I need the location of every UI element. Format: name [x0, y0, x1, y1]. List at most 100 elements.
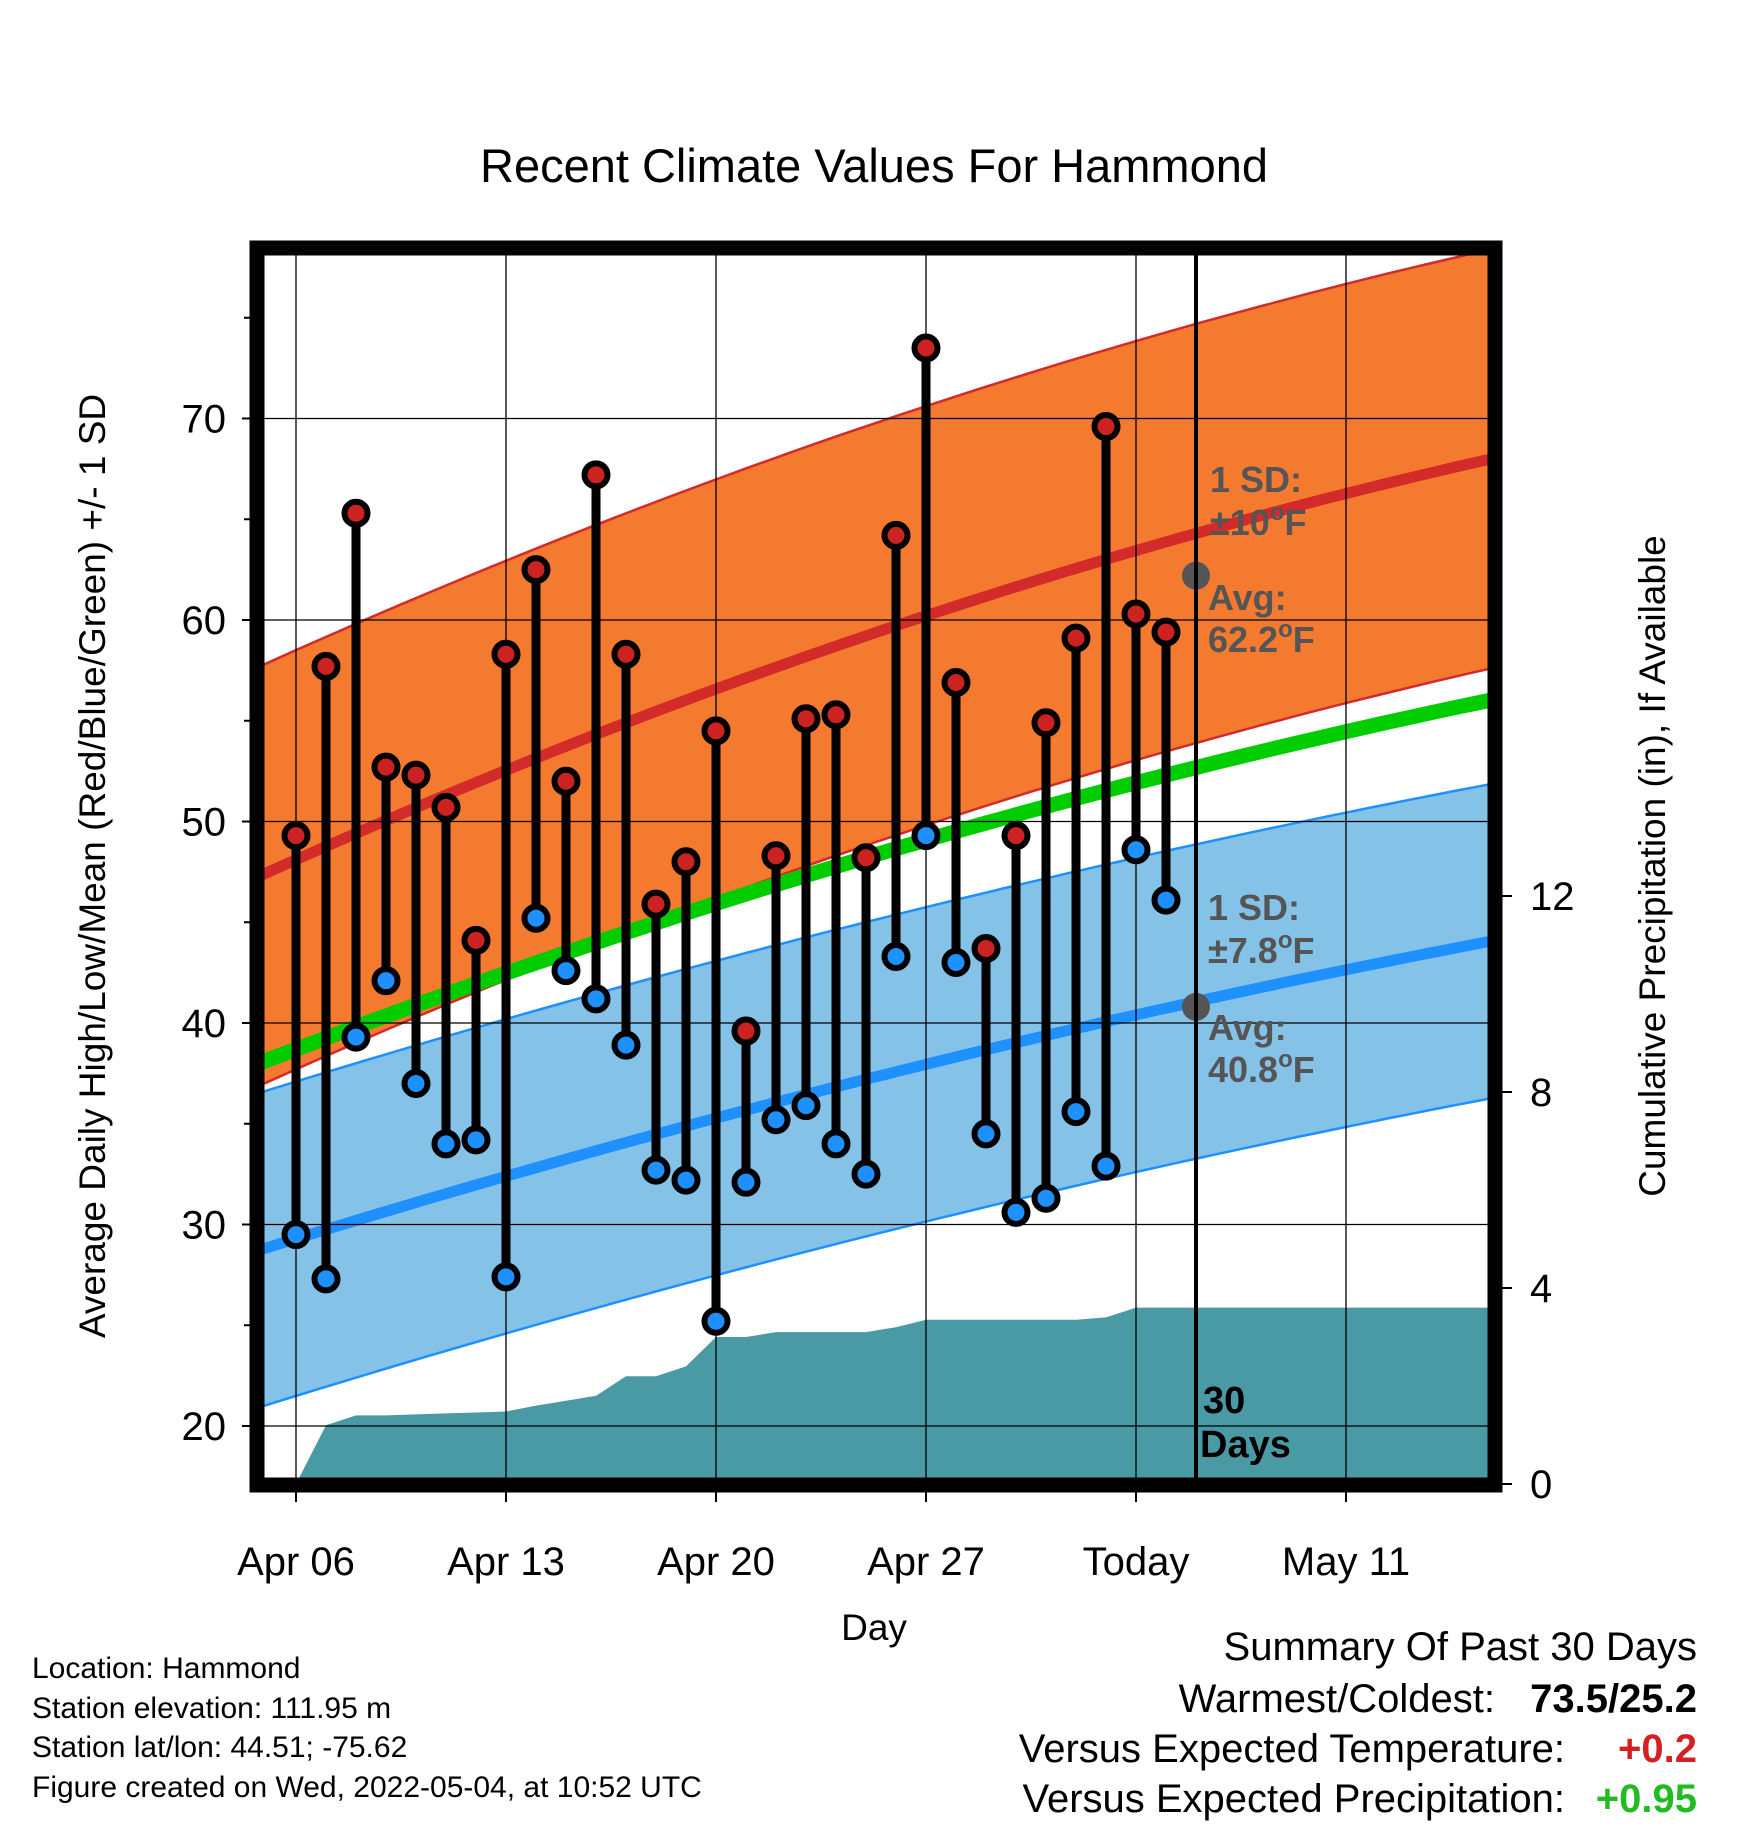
low-point — [881, 942, 911, 972]
low-point — [701, 1306, 731, 1336]
precip-anomaly-label: Versus Expected Precipitation: — [1022, 1777, 1565, 1821]
x-tick-label: Today — [1083, 1540, 1190, 1584]
y-tick-label: 20 — [182, 1405, 227, 1449]
low-point — [431, 1129, 461, 1159]
avg-low-line — [264, 936, 1488, 1255]
low-point — [491, 1262, 521, 1292]
high-point — [371, 752, 401, 782]
high-point — [521, 555, 551, 585]
plot-frame: 20 30 40 50 60 70 0 4 8 12 Apr 06 Apr 13 Apr 20 Apr 2… — [182, 240, 1575, 1584]
temp-anomaly-label: Versus Expected Temperature: — [1019, 1727, 1565, 1771]
high-point — [461, 925, 491, 955]
sd-low-label: 1 SD: — [1208, 887, 1300, 928]
low-sd-band — [264, 784, 1488, 1406]
low-point — [1091, 1151, 1121, 1181]
figure-created: Figure created on Wed, 2022-05-04, at 10… — [32, 1771, 702, 1804]
high-point — [431, 792, 461, 822]
avg-low-label: Avg: — [1208, 1007, 1287, 1048]
high-point — [791, 704, 821, 734]
high-point — [1001, 821, 1031, 851]
high-point — [971, 933, 1001, 963]
low-point — [281, 1220, 311, 1250]
x-tick-label: Apr 27 — [867, 1540, 985, 1584]
high-point — [581, 460, 611, 490]
high-point — [761, 841, 791, 871]
high-point — [341, 498, 371, 528]
high-point — [821, 700, 851, 730]
y-axis-label: Average Daily High/Low/Mean (Red/Blue/Gr… — [72, 394, 113, 1338]
low-point — [551, 956, 581, 986]
high-point — [911, 333, 941, 363]
days-label-number: 30 — [1203, 1380, 1245, 1422]
x-tick-label: Apr 06 — [237, 1540, 355, 1584]
high-point — [1031, 708, 1061, 738]
station-latlon: Station lat/lon: 44.51; -75.62 — [32, 1731, 407, 1764]
station-elevation: Station elevation: 111.95 m — [32, 1692, 391, 1725]
warmest-coldest-value: 73.5/25.2 — [1530, 1677, 1697, 1721]
y-tick-label: 30 — [182, 1204, 227, 1248]
y-tick-label: 70 — [182, 398, 227, 442]
low-point — [311, 1264, 341, 1294]
high-point — [851, 843, 881, 873]
sd-high-value: ±10oF — [1210, 499, 1306, 543]
precip-anomaly-value: +0.95 — [1596, 1777, 1697, 1821]
high-point — [611, 639, 641, 669]
low-point — [371, 966, 401, 996]
avg-high-value: 62.2oF — [1208, 616, 1315, 660]
high-point — [1151, 617, 1181, 647]
chart-title: Recent Climate Values For Hammond — [480, 139, 1268, 192]
low-point — [971, 1119, 1001, 1149]
high-point — [1121, 599, 1151, 629]
y-right-tick-label: 4 — [1530, 1267, 1552, 1311]
high-point — [641, 889, 671, 919]
y-right-tick-label: 0 — [1530, 1463, 1552, 1507]
plot-border — [249, 240, 1503, 1493]
low-point — [1001, 1197, 1031, 1227]
high-point — [731, 1016, 761, 1046]
high-point — [671, 847, 701, 877]
low-point — [791, 1091, 821, 1121]
avg-low-value: 40.8oF — [1208, 1046, 1315, 1090]
station-location: Location: Hammond — [32, 1652, 300, 1685]
low-point — [1061, 1097, 1091, 1127]
sd-low-value: ±7.8oF — [1208, 927, 1314, 971]
y-right-tick-label: 12 — [1530, 875, 1575, 919]
high-point — [1061, 623, 1091, 653]
low-point — [521, 903, 551, 933]
temp-anomaly-value: +0.2 — [1618, 1727, 1697, 1771]
y-right-tick-label: 8 — [1530, 1071, 1552, 1115]
y-tick-label: 60 — [182, 599, 227, 643]
low-point — [911, 821, 941, 851]
low-point — [1151, 885, 1181, 915]
low-point — [611, 1030, 641, 1060]
sd-high-label: 1 SD: — [1210, 459, 1302, 500]
low-point — [461, 1125, 491, 1155]
low-point — [401, 1068, 431, 1098]
high-point — [701, 716, 731, 746]
high-point — [491, 639, 521, 669]
high-point — [941, 667, 971, 697]
warmest-coldest-label: Warmest/Coldest: — [1179, 1677, 1495, 1721]
low-sd-lower-line — [264, 1097, 1488, 1408]
y-right-axis-label: Cumulative Precipitation (in), If Availa… — [1632, 535, 1673, 1197]
low-point — [641, 1155, 671, 1185]
high-point — [1091, 412, 1121, 442]
high-sd-upper-line — [264, 255, 1472, 666]
low-point — [761, 1105, 791, 1135]
x-axis-label: Day — [841, 1607, 907, 1648]
low-point — [581, 984, 611, 1014]
low-point — [821, 1129, 851, 1159]
days-label-text: Days — [1200, 1424, 1291, 1466]
high-point — [311, 651, 341, 681]
low-point — [941, 948, 971, 978]
x-tick-label: Apr 20 — [657, 1540, 775, 1584]
low-point — [1031, 1183, 1061, 1213]
x-tick-label: May 11 — [1282, 1540, 1410, 1584]
low-point — [341, 1022, 371, 1052]
high-point — [551, 766, 581, 796]
low-point — [1121, 835, 1151, 865]
summary-title: Summary Of Past 30 Days — [1224, 1625, 1697, 1669]
precipitation-area — [296, 1307, 1488, 1478]
